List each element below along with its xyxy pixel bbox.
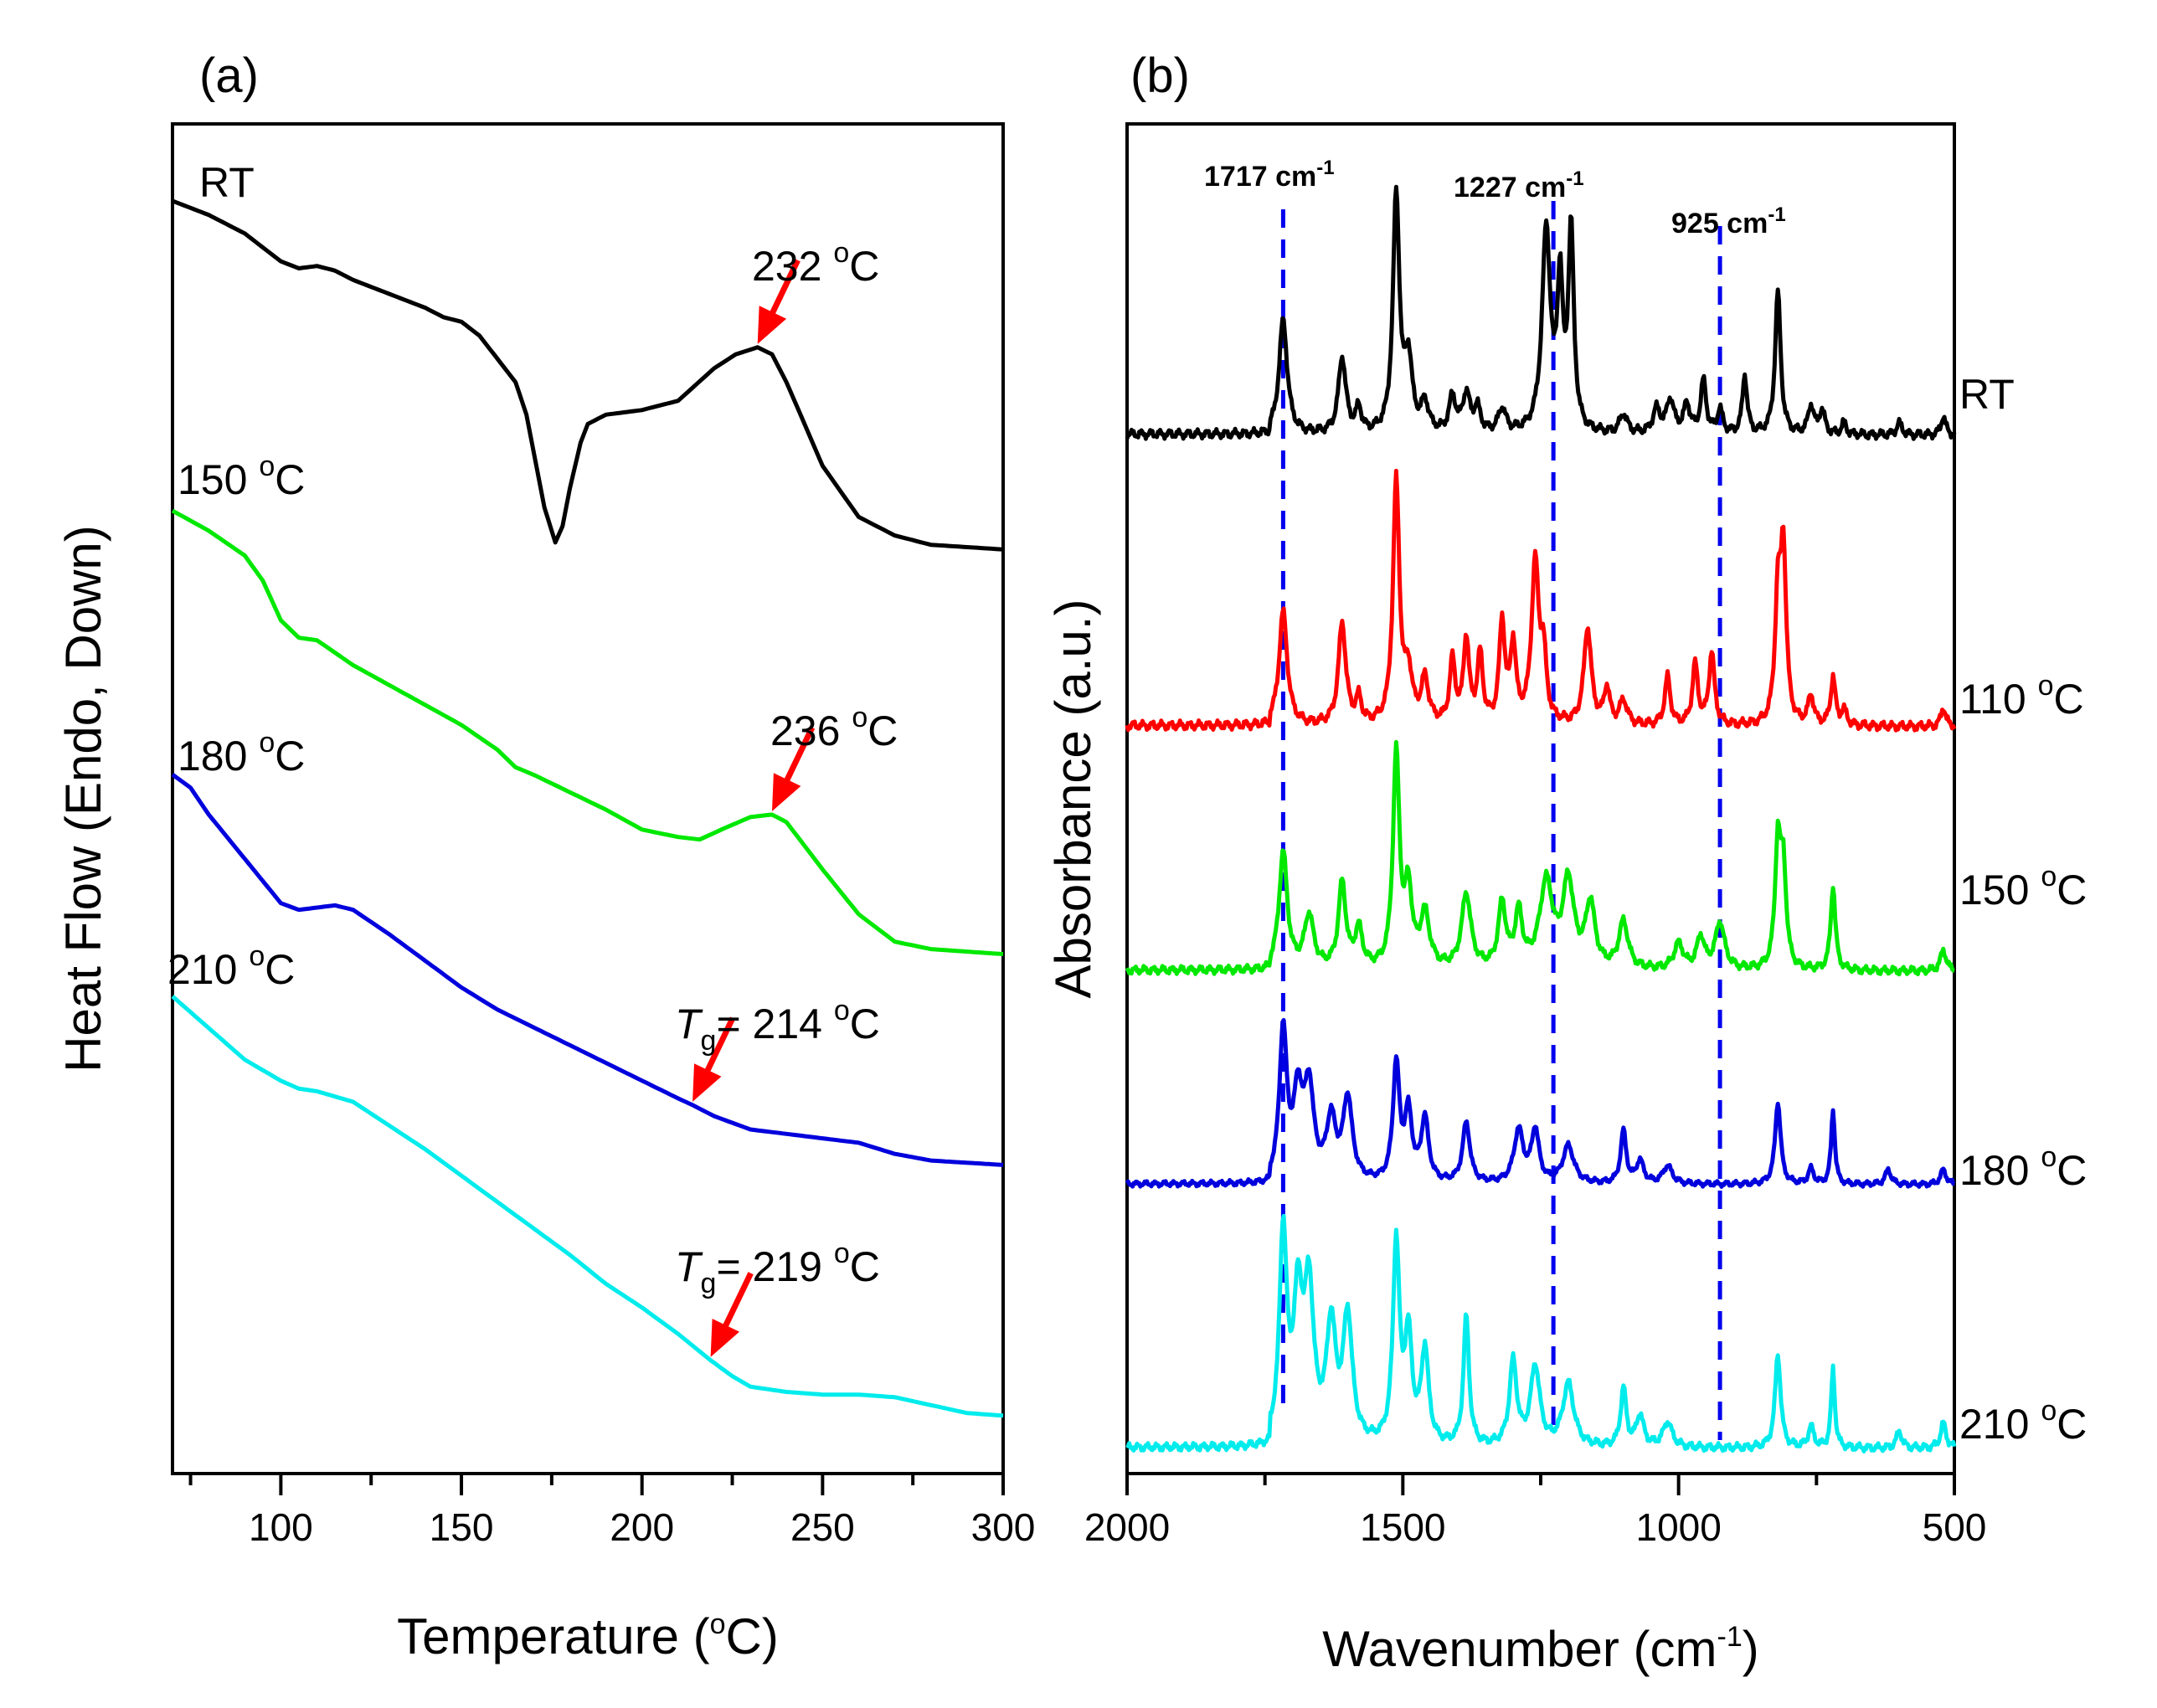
annotation-arrow bbox=[692, 1016, 736, 1102]
dsc-curve-3 bbox=[171, 772, 1004, 1167]
ftir-curve-3 bbox=[1125, 739, 1956, 977]
dsc-curve-label: RT bbox=[199, 159, 255, 206]
dsc-curve-2 bbox=[171, 508, 1004, 956]
annotation-label: Tg= 219 oC bbox=[675, 1237, 880, 1299]
panel-a-annotations: 232 oC 236 oC Tg= 214 oC Tg= 219 oC bbox=[675, 237, 898, 1357]
ftir-curve-label: 110 oC bbox=[1959, 670, 2084, 723]
x-tick-label: 1000 bbox=[1635, 1505, 1721, 1549]
annotation-label: 232 oC bbox=[752, 237, 879, 290]
panel-b-curves bbox=[1125, 184, 1957, 1453]
panel-a-y-axis-title: Heat Flow (Endo, Down) bbox=[55, 525, 111, 1073]
reference-line-label: 925 cm-1 bbox=[1671, 203, 1786, 239]
annotation-label: Tg= 214 oC bbox=[675, 995, 880, 1057]
ftir-curve-label: 150 oC bbox=[1959, 861, 2087, 913]
panel-b-curve-labels: RT 110 oC 150 oC 180 oC 210 oC bbox=[1959, 371, 2087, 1448]
x-tick-label: 1500 bbox=[1360, 1505, 1445, 1549]
panel-a: (a) 100 150 200 250 300 RT 150 oC 180 oC 210 oC… bbox=[55, 49, 1035, 1664]
ftir-curve-label: 180 oC bbox=[1959, 1141, 2087, 1194]
panel-b-reference-lines: 1717 cm-1 1227 cm-1 925 cm-1 bbox=[1204, 157, 1786, 1440]
panel-a-frame bbox=[171, 122, 1005, 1475]
ftir-curve-label: 210 oC bbox=[1959, 1395, 2087, 1448]
panel-b-x-ticks: 2000 1500 1000 500 bbox=[1084, 1474, 1987, 1549]
panel-a-x-ticks: 100 150 200 250 300 bbox=[188, 1474, 1036, 1549]
panel-b-y-axis-title: Absorbance (a.u.) bbox=[1045, 599, 1101, 999]
panel-a-x-axis-title: Temperature (oC) bbox=[397, 1608, 779, 1664]
dsc-curve-label: 210 oC bbox=[167, 940, 295, 993]
x-tick-label: 500 bbox=[1923, 1505, 1987, 1549]
ftir-curve-1 bbox=[1125, 184, 1957, 441]
panel-a-letter: (a) bbox=[199, 49, 259, 103]
panel-a-curve-labels: RT 150 oC 180 oC 210 oC bbox=[167, 159, 305, 993]
annotation-arrow bbox=[710, 1272, 754, 1357]
panel-b-letter: (b) bbox=[1130, 49, 1190, 103]
ftir-curve-2 bbox=[1125, 468, 1957, 733]
ftir-curve-label: RT bbox=[1959, 371, 2015, 418]
panel-a-curves bbox=[171, 198, 1004, 1418]
dsc-curve-label: 150 oC bbox=[178, 450, 305, 503]
x-tick-label: 250 bbox=[790, 1505, 855, 1549]
annotation-arrow bbox=[757, 259, 801, 344]
ftir-curve-5 bbox=[1125, 1213, 1957, 1453]
dsc-curve-label: 180 oC bbox=[178, 727, 305, 779]
x-tick-label: 100 bbox=[249, 1505, 313, 1549]
dsc-curve-1 bbox=[172, 198, 1004, 552]
x-tick-label: 150 bbox=[430, 1505, 494, 1549]
reference-line-label: 1717 cm-1 bbox=[1204, 157, 1335, 193]
panel-b-x-axis-title: Wavenumber (cm-1) bbox=[1322, 1621, 1758, 1677]
x-tick-label: 2000 bbox=[1084, 1505, 1170, 1549]
annotation-label: 236 oC bbox=[770, 702, 898, 754]
annotation-arrow bbox=[771, 726, 816, 811]
reference-line-label: 1227 cm-1 bbox=[1454, 167, 1584, 203]
ftir-curve-4 bbox=[1125, 1017, 1956, 1189]
dsc-curve-4 bbox=[171, 995, 1004, 1418]
panel-b: (b) 1717 cm-1 1227 cm-1 925 cm-1 2000 1500 1… bbox=[1045, 49, 2087, 1677]
x-tick-label: 200 bbox=[610, 1505, 674, 1549]
x-tick-label: 300 bbox=[971, 1505, 1036, 1549]
